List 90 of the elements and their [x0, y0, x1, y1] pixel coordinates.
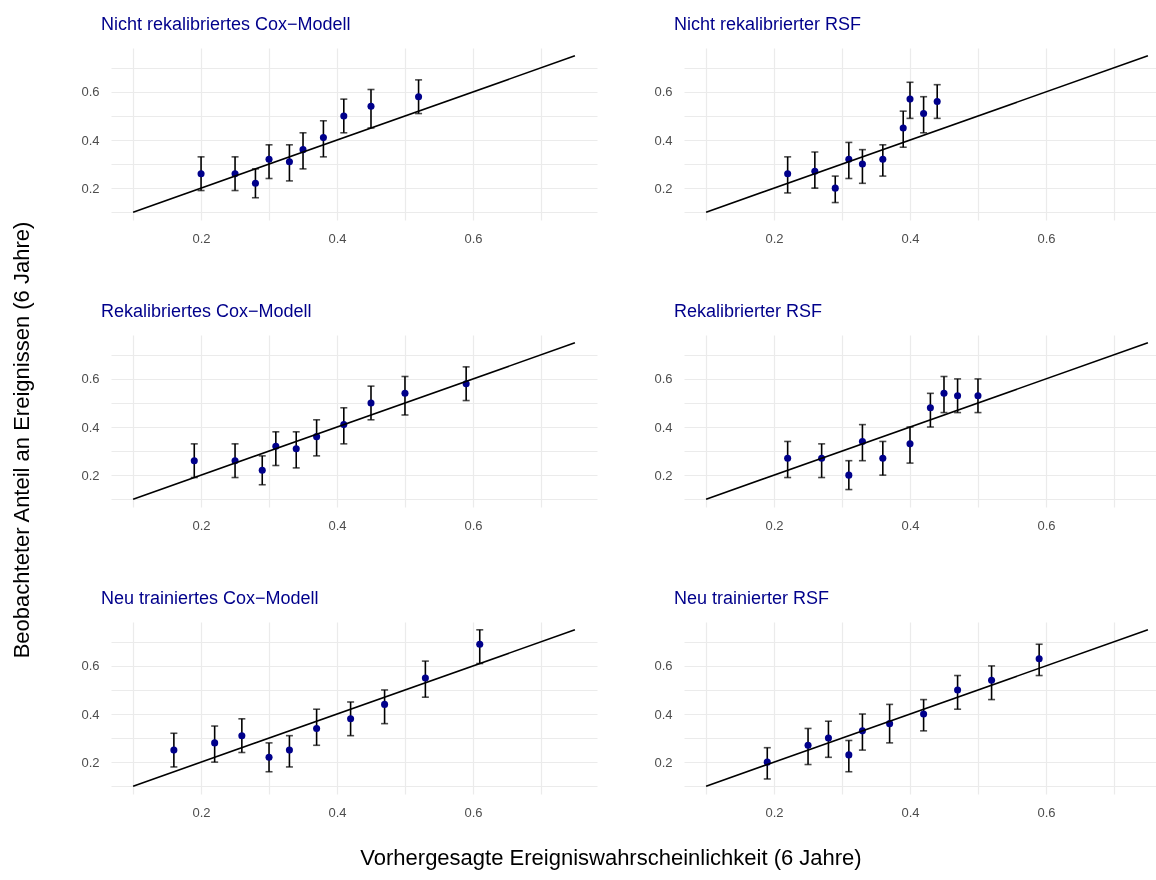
- x-tick-label: 0.4: [901, 804, 920, 820]
- point: [265, 155, 273, 163]
- y-tick-label: 0.4: [81, 419, 100, 435]
- point: [211, 739, 219, 747]
- point: [285, 746, 293, 754]
- point: [906, 95, 914, 103]
- point: [347, 715, 355, 723]
- point: [367, 102, 375, 110]
- point: [906, 440, 914, 448]
- point: [1035, 655, 1043, 663]
- point: [170, 746, 178, 754]
- x-tick-label: 0.2: [765, 804, 784, 820]
- chart-title: Rekalibrierter RSF: [674, 301, 823, 321]
- y-tick-label: 0.2: [654, 754, 673, 770]
- point: [340, 112, 348, 120]
- point: [899, 124, 907, 132]
- point: [197, 170, 205, 178]
- point: [190, 457, 198, 465]
- x-tick-label: 0.4: [901, 230, 920, 246]
- point: [940, 389, 948, 397]
- y-tick-label: 0.6: [81, 371, 100, 387]
- y-tick-label: 0.2: [81, 754, 100, 770]
- point: [858, 160, 866, 168]
- chart-title: Nicht rekalibriertes Cox−Modell: [101, 14, 351, 34]
- point: [258, 466, 266, 474]
- point: [845, 751, 853, 759]
- point: [319, 134, 327, 142]
- point: [367, 399, 375, 407]
- point: [292, 445, 300, 453]
- y-tick-label: 0.4: [654, 419, 673, 435]
- y-tick-label: 0.6: [81, 658, 100, 674]
- chart-title: Neu trainierter RSF: [674, 588, 830, 608]
- point: [845, 471, 853, 479]
- point: [954, 392, 962, 400]
- x-tick-label: 0.6: [1037, 804, 1056, 820]
- x-tick-label: 0.2: [765, 230, 784, 246]
- y-tick-label: 0.2: [81, 467, 100, 483]
- point: [920, 110, 928, 118]
- y-tick-label: 0.6: [81, 84, 100, 100]
- point: [313, 724, 321, 732]
- point: [920, 710, 928, 718]
- point: [401, 389, 409, 397]
- point: [415, 93, 423, 101]
- point: [879, 155, 887, 163]
- x-tick-label: 0.6: [464, 804, 483, 820]
- y-tick-label: 0.6: [654, 84, 673, 100]
- point: [476, 640, 484, 648]
- point: [954, 686, 962, 694]
- x-tick-label: 0.6: [464, 517, 483, 533]
- point: [285, 158, 293, 166]
- x-tick-label: 0.2: [192, 804, 211, 820]
- point: [251, 179, 259, 187]
- chart-title: Neu trainiertes Cox−Modell: [101, 588, 319, 608]
- x-tick-label: 0.4: [328, 804, 347, 820]
- x-tick-label: 0.2: [765, 517, 784, 533]
- x-tick-label: 0.4: [328, 230, 347, 246]
- y-axis-title: Beobachteter Anteil an Ereignissen (6 Jahre): [9, 221, 35, 659]
- x-tick-label: 0.4: [901, 517, 920, 533]
- y-tick-label: 0.4: [81, 132, 100, 148]
- x-tick-label: 0.2: [192, 517, 211, 533]
- x-tick-label: 0.6: [1037, 230, 1056, 246]
- x-axis-title: Vorhergesagte Ereigniswahrscheinlichkeit (6 Jahre): [359, 845, 863, 871]
- point: [824, 734, 832, 742]
- point: [784, 454, 792, 462]
- x-tick-label: 0.4: [328, 517, 347, 533]
- point: [974, 392, 982, 400]
- point: [381, 700, 389, 708]
- x-tick-label: 0.6: [464, 230, 483, 246]
- chart-title: Rekalibriertes Cox−Modell: [101, 301, 312, 321]
- point: [265, 753, 273, 761]
- chart-title: Nicht rekalibrierter RSF: [674, 14, 862, 34]
- y-tick-label: 0.4: [81, 706, 100, 722]
- y-tick-label: 0.4: [654, 706, 673, 722]
- point: [784, 170, 792, 178]
- y-tick-label: 0.2: [81, 180, 100, 196]
- point: [804, 741, 812, 749]
- x-tick-label: 0.2: [192, 230, 211, 246]
- x-tick-label: 0.6: [1037, 517, 1056, 533]
- y-tick-label: 0.2: [654, 180, 673, 196]
- point: [421, 674, 429, 682]
- y-tick-label: 0.6: [654, 658, 673, 674]
- point: [879, 454, 887, 462]
- point: [831, 184, 839, 192]
- point: [926, 404, 934, 412]
- y-tick-label: 0.6: [654, 371, 673, 387]
- y-tick-label: 0.4: [654, 132, 673, 148]
- point: [933, 98, 941, 106]
- y-tick-label: 0.2: [654, 467, 673, 483]
- point: [988, 676, 996, 684]
- point: [238, 732, 246, 740]
